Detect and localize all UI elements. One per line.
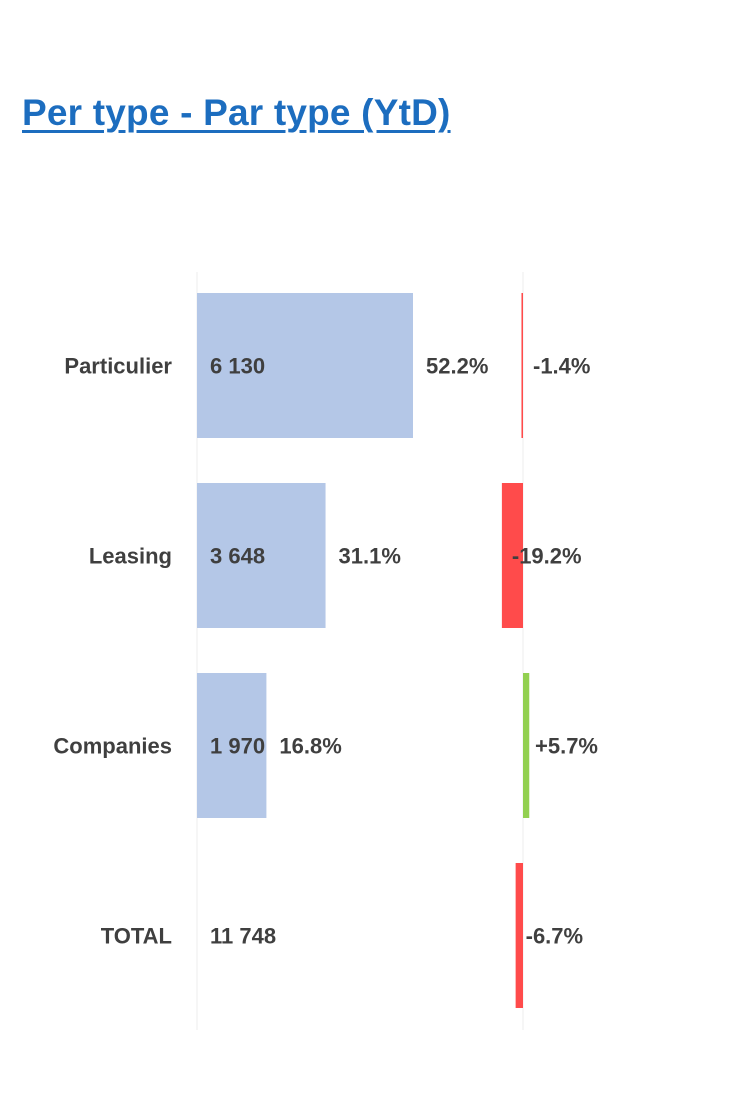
change-bar — [501, 483, 523, 628]
value-label: 6 130 — [210, 354, 265, 379]
share-label: 31.1% — [339, 544, 401, 569]
share-label: 16.8% — [279, 734, 341, 759]
category-label: TOTAL — [101, 924, 172, 949]
change-label: -1.4% — [533, 354, 590, 379]
value-label: 1 970 — [210, 734, 265, 759]
volume-bar — [197, 673, 267, 818]
change-bar — [515, 863, 523, 1008]
change-label: -19.2% — [512, 544, 582, 569]
share-label: 52.2% — [426, 354, 488, 379]
category-label: Companies — [53, 734, 172, 759]
change-label: -6.7% — [526, 924, 583, 949]
change-bar — [521, 293, 523, 438]
category-label: Leasing — [89, 544, 172, 569]
category-label: Particulier — [64, 354, 172, 379]
volume-bar — [197, 483, 326, 628]
change-label: +5.7% — [535, 734, 598, 759]
value-label: 3 648 — [210, 544, 265, 569]
chart-title: Per type - Par type (YtD) — [22, 92, 451, 133]
volume-bar — [197, 293, 413, 438]
value-label: 11 748 — [210, 924, 276, 949]
change-bar — [523, 673, 530, 818]
